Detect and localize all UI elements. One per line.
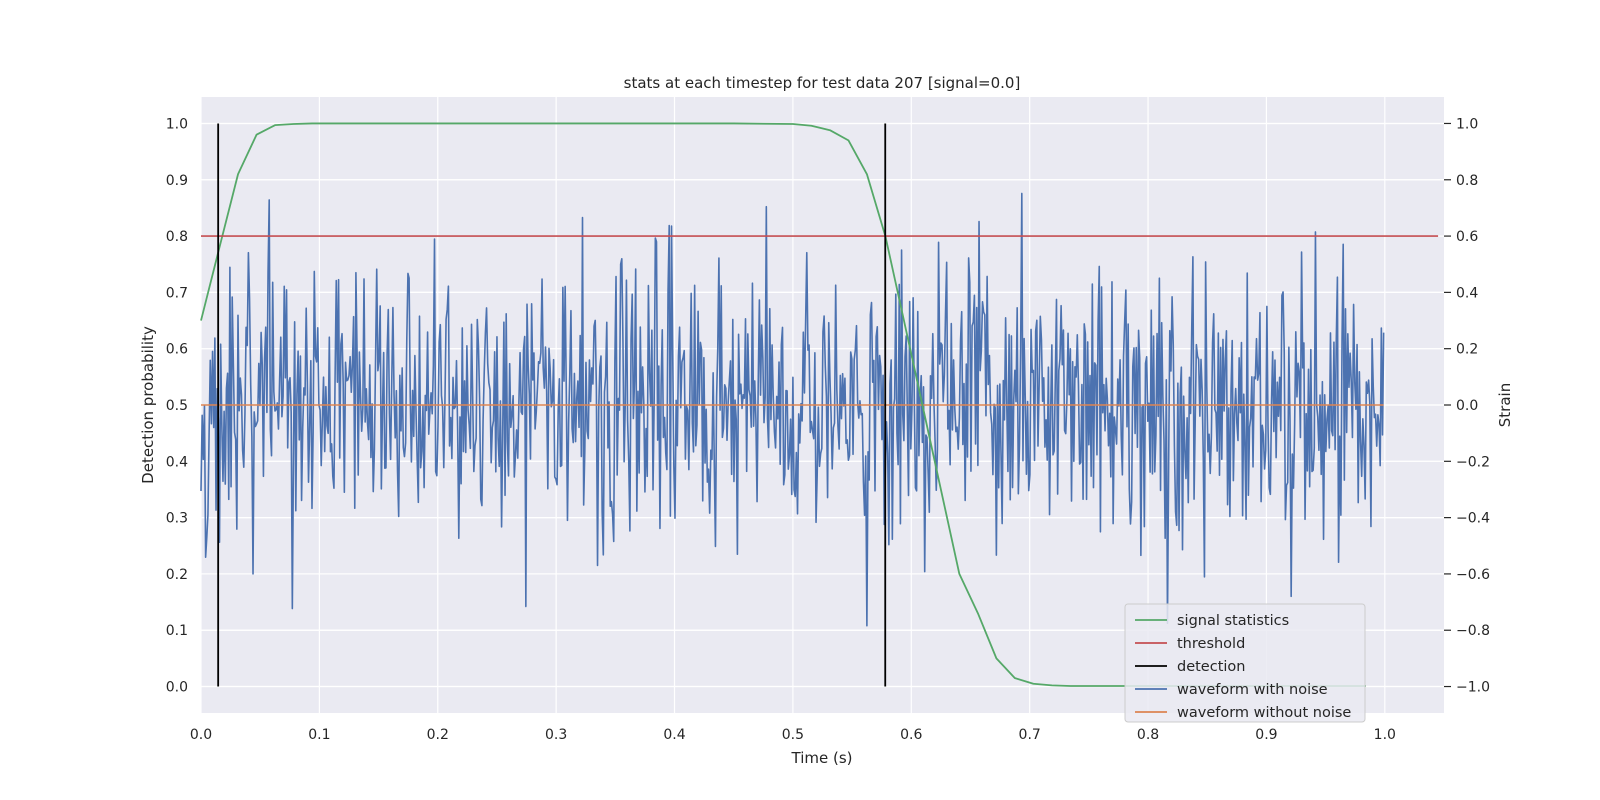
right-y-tick-label: 1.0 — [1456, 116, 1478, 132]
x-axis-label: Time (s) — [791, 749, 853, 767]
x-tick-label: 1.0 — [1374, 727, 1396, 743]
y-tick-label: 0.1 — [166, 623, 188, 639]
series-waveform-with-noise — [200, 192, 1385, 627]
right-y-tick-label: −0.6 — [1456, 567, 1490, 583]
x-tick-label: 0.3 — [545, 727, 567, 743]
legend-label: signal statistics — [1177, 613, 1289, 629]
x-tick-label: 0.5 — [782, 727, 804, 743]
x-tick-label: 0.8 — [1137, 727, 1159, 743]
right-y-tick-label: 0.2 — [1456, 342, 1478, 358]
right-y-tick-label: 0.0 — [1456, 398, 1478, 414]
right-y-tick-label: −0.8 — [1456, 623, 1490, 639]
right-y-tick-label: −0.4 — [1456, 511, 1490, 527]
y-tick-label: 1.0 — [166, 116, 188, 132]
series-layer — [200, 122, 1439, 687]
legend: signal statistics threshold detection wavef… — [1124, 603, 1366, 723]
right-y-tick-label: 0.8 — [1456, 173, 1478, 189]
y-tick-label: 0.6 — [166, 342, 188, 358]
y-tick-label: 0.0 — [166, 680, 188, 696]
x-tick-label: 0.2 — [427, 727, 449, 743]
x-tick-label: 0.6 — [900, 727, 922, 743]
legend-label: threshold — [1177, 636, 1245, 652]
y-axis-label: Detection probability — [139, 326, 157, 484]
y-tick-label: 0.7 — [166, 285, 188, 301]
x-tick-label: 0.4 — [663, 727, 685, 743]
y-tick-label: 0.5 — [166, 398, 188, 414]
x-tick-label: 0.1 — [308, 727, 330, 743]
chart-title: stats at each timestep for test data 207… — [624, 74, 1021, 92]
x-tick-label: 0.7 — [1019, 727, 1041, 743]
y-tick-label: 0.4 — [166, 454, 188, 470]
right-y-tick-label: 0.4 — [1456, 285, 1478, 301]
right-y-tick-label: −0.2 — [1456, 454, 1490, 470]
y-tick-label: 0.2 — [166, 567, 188, 583]
series-signal-statistics — [200, 122, 1366, 687]
x-tick-label: 0.0 — [190, 727, 212, 743]
legend-label: waveform with noise — [1177, 682, 1328, 698]
right-y-tick-label: −1.0 — [1456, 680, 1490, 696]
right-y-axis-ticks: −1.0 −0.8 −0.6 −0.4 −0.2 0.0 0.2 0.4 0.6 0.8 1.0 — [1444, 116, 1490, 696]
x-tick-label: 0.9 — [1255, 727, 1277, 743]
legend-label: detection — [1177, 659, 1245, 675]
y-tick-label: 0.3 — [166, 511, 188, 527]
y-tick-label: 0.9 — [166, 173, 188, 189]
right-y-tick-label: 0.6 — [1456, 229, 1478, 245]
left-y-axis-ticks: 0.0 0.1 0.2 0.3 0.4 0.5 0.6 0.7 0.8 0.9 1.0 — [166, 116, 188, 695]
legend-label: waveform without noise — [1177, 705, 1351, 721]
right-y-axis-label: Strain — [1496, 383, 1514, 427]
x-axis-ticks: 0.0 0.1 0.2 0.3 0.4 0.5 0.6 0.7 0.8 0.9 1.0 — [190, 727, 1396, 743]
legend-box — [1124, 603, 1366, 723]
y-tick-label: 0.8 — [166, 229, 188, 245]
